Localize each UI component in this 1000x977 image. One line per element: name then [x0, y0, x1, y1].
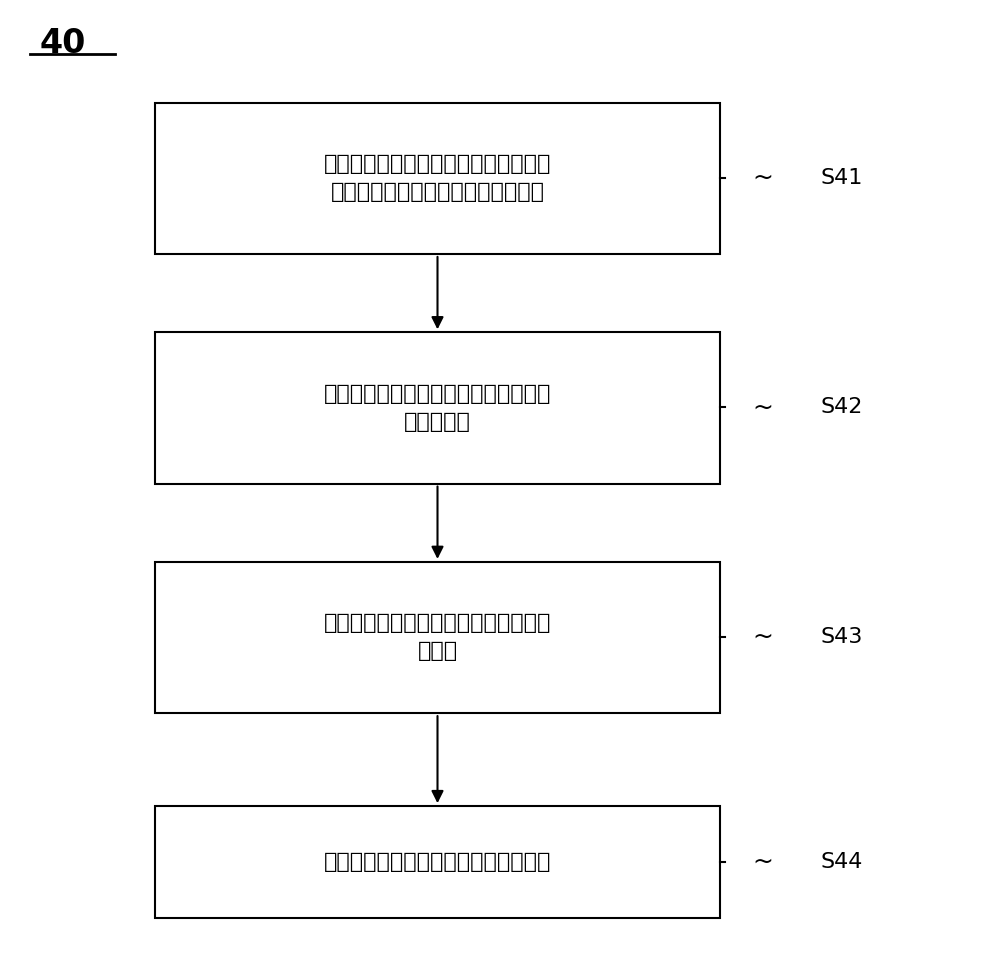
Bar	[155, 332, 720, 484]
Text: 利用训练模型并依据信道维度及语义栏
位数将控制消息编码为信道维度向量: 利用训练模型并依据信道维度及语义栏 位数将控制消息编码为信道维度向量	[324, 154, 551, 202]
Bar	[155, 562, 720, 713]
Text: ~: ~	[752, 850, 773, 873]
Text: 调变定点数为射频信号并发送射频信号: 调变定点数为射频信号并发送射频信号	[324, 852, 551, 872]
Bar	[155, 806, 720, 918]
Text: S44: S44	[820, 852, 862, 871]
Text: 40: 40	[40, 27, 86, 61]
Text: 归一化信道维度向量，以产生归一化信
道维度向量: 归一化信道维度向量，以产生归一化信 道维度向量	[324, 384, 551, 432]
Text: 二进制化归一化信道维度向量，以产生
定点数: 二进制化归一化信道维度向量，以产生 定点数	[324, 614, 551, 661]
Text: S43: S43	[820, 627, 862, 647]
Text: ~: ~	[752, 396, 773, 419]
Text: S42: S42	[820, 398, 862, 417]
Text: ~: ~	[752, 625, 773, 649]
Bar	[155, 103, 720, 254]
Text: ~: ~	[752, 166, 773, 190]
Text: S41: S41	[820, 168, 862, 188]
